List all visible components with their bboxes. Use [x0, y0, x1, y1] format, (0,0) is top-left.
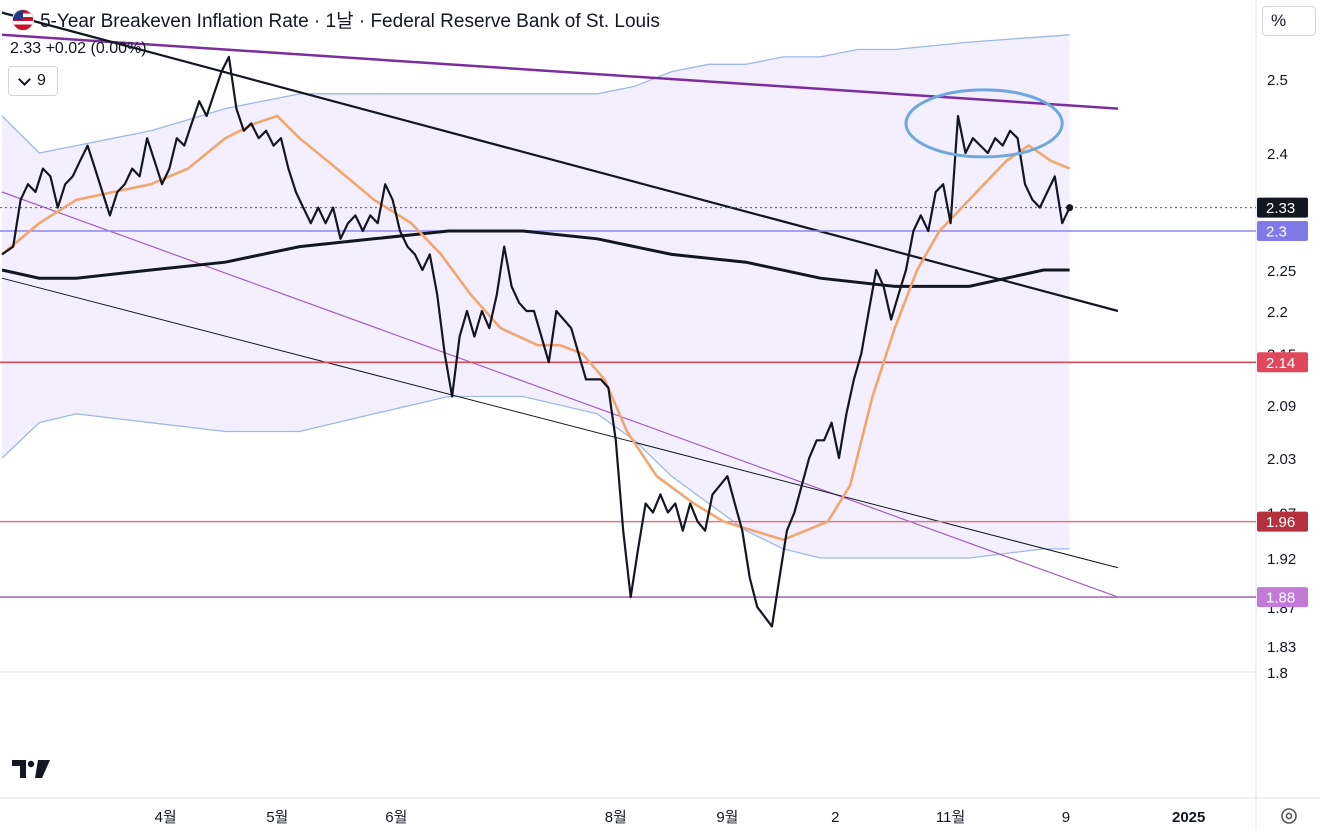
y-tick-label: 2.25: [1267, 263, 1296, 280]
y-tick-label: 1.8: [1267, 665, 1288, 682]
level-tag-label: 2.33: [1266, 200, 1295, 217]
level-tag-1.88[interactable]: [1257, 587, 1308, 608]
last-price-point[interactable]: [1066, 204, 1074, 212]
y-axis: 2.52.42.252.22.152.092.031.971.921.871.8…: [1257, 72, 1308, 682]
upper-band-line: [1, 34, 1070, 154]
sma-long-line[interactable]: [1, 229, 1070, 288]
x-tick-label: 5월: [266, 809, 288, 826]
y-tick-label: 1.83: [1267, 639, 1296, 656]
x-tick-label: 11월: [936, 809, 965, 826]
chart-header: 5-Year Breakeven Inflation Rate · 1날 · F…: [12, 6, 660, 33]
unit-button[interactable]: %: [1262, 6, 1316, 36]
trendline-2[interactable]: [1, 11, 1119, 313]
trendlines: [1, 11, 1119, 598]
indicator-toggle-button[interactable]: 9: [8, 66, 58, 96]
y-tick-label: 2.03: [1267, 451, 1296, 468]
x-tick-label: 9: [1062, 809, 1070, 826]
chart-title: 5-Year Breakeven Inflation Rate · 1날 · F…: [40, 11, 660, 32]
highlight-ellipse-shape[interactable]: [904, 88, 1064, 159]
level-tag-label: 1.88: [1266, 590, 1295, 607]
level-tag-2.3[interactable]: [1257, 221, 1308, 241]
trendline-1[interactable]: [1, 33, 1119, 110]
x-tick-label: 6월: [385, 809, 407, 826]
price-line[interactable]: [1, 55, 1071, 628]
settings-gear-icon[interactable]: [1279, 806, 1299, 826]
level-tag-2.33[interactable]: [1257, 197, 1308, 218]
x-tick-label: 9월: [716, 809, 738, 826]
y-tick-label: 1.92: [1267, 551, 1296, 568]
x-tick-label: 2: [831, 809, 839, 826]
level-tag-2.14[interactable]: [1257, 352, 1308, 373]
us-flag-icon: [12, 8, 34, 31]
band-fill: [2, 34, 1070, 559]
indicator-count: 9: [37, 72, 46, 89]
y-tick-label: 2.5: [1267, 72, 1288, 89]
level-tag-label: 1.96: [1266, 514, 1295, 531]
y-tick-label: 2.09: [1267, 398, 1296, 415]
y-tick-label: 2.4: [1267, 146, 1288, 163]
level-tag-label: 2.3: [1266, 224, 1287, 241]
level-tag-1.96[interactable]: [1257, 511, 1308, 532]
level-tag-label: 2.14: [1266, 355, 1295, 372]
highlight-ellipse: [904, 88, 1064, 159]
horizontal-levels: [0, 207, 1256, 598]
x-tick-label: 8월: [605, 809, 627, 826]
x-axis: 4월 5월 6월 8월 9월 2 11월 9 2025: [155, 809, 1206, 826]
y-tick-label: 2.2: [1267, 304, 1288, 321]
last-value-line: 2.33 +0.02 (0.00%): [10, 40, 147, 57]
x-tick-label: 2025: [1172, 809, 1205, 826]
series-lines: [1, 55, 1074, 628]
trendline-4[interactable]: [1, 277, 1119, 569]
chevron-down-icon: [18, 72, 31, 86]
trendline-3[interactable]: [1, 191, 1119, 598]
bollinger-bands: [1, 34, 1070, 559]
sma-short-line[interactable]: [1, 114, 1071, 542]
x-tick-label: 4월: [155, 809, 177, 826]
tradingview-logo-icon: [12, 760, 50, 778]
lower-band-line: [1, 395, 1070, 559]
